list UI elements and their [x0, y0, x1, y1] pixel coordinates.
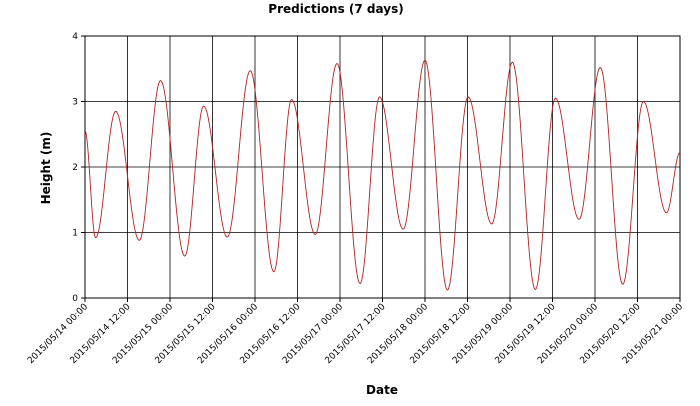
y-tick-label: 1 [72, 229, 78, 239]
y-tick-label: 0 [72, 294, 78, 304]
series-line-height [84, 59, 681, 291]
y-axis: 0 1 2 3 4 [72, 32, 85, 304]
y-tick-label: 2 [72, 163, 78, 173]
x-axis-title: Date [366, 383, 398, 397]
y-tick-label: 4 [72, 32, 78, 42]
chart-title: Predictions (7 days) [268, 2, 403, 16]
grid [84, 35, 681, 299]
y-tick-label: 3 [72, 98, 78, 108]
y-axis-title: Height (m) [39, 132, 53, 205]
